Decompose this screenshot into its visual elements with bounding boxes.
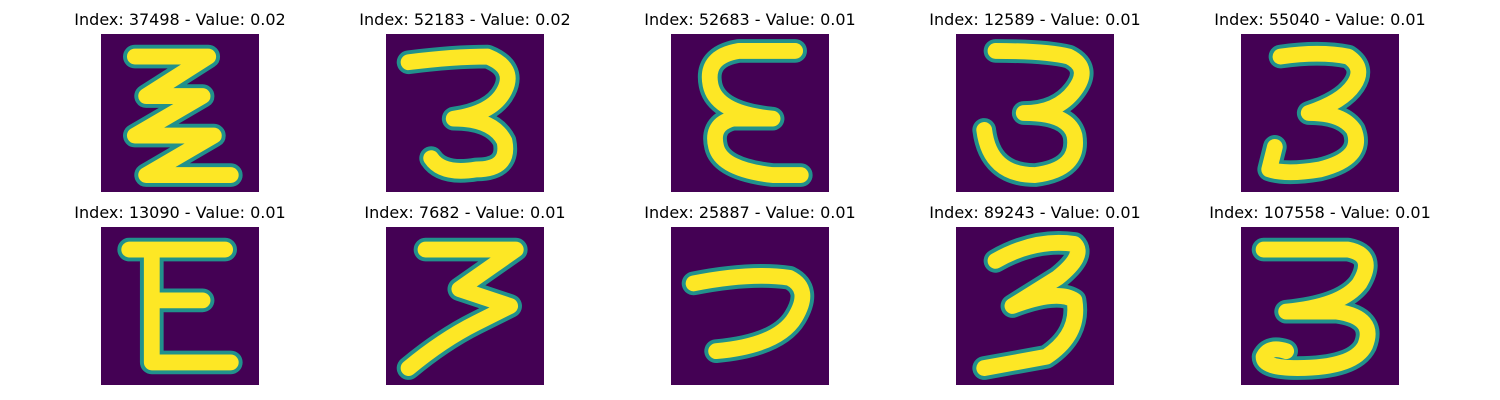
digit-glyph (396, 44, 520, 183)
panel-4: Index: 12589 - Value: 0.01 (885, 0, 1185, 200)
glyph-stroke-core (701, 43, 809, 183)
panel-2: Index: 52183 - Value: 0.02 (315, 0, 615, 200)
digit-glyph (1257, 41, 1371, 185)
glyph-stroke-core (976, 43, 1090, 183)
panel-title: Index: 12589 - Value: 0.01 (929, 10, 1141, 29)
panel-5: Index: 55040 - Value: 0.01 (1170, 0, 1470, 200)
digit-image (671, 34, 829, 192)
panel-7: Index: 7682 - Value: 0.01 (315, 193, 615, 393)
panel-title: Index: 52183 - Value: 0.02 (359, 10, 571, 29)
digit-image (956, 34, 1114, 192)
digit-image (386, 34, 544, 192)
panel-10: Index: 107558 - Value: 0.01 (1170, 193, 1470, 393)
glyph-stroke-core (126, 48, 239, 183)
panel-title: Index: 55040 - Value: 0.01 (1214, 10, 1426, 29)
digit-image (956, 227, 1114, 385)
glyph-stroke-core (121, 241, 239, 371)
panel-title: Index: 52683 - Value: 0.01 (644, 10, 856, 29)
panel-1: Index: 37498 - Value: 0.02 (30, 0, 330, 200)
panel-title: Index: 25887 - Value: 0.01 (644, 203, 856, 222)
panel-title: Index: 13090 - Value: 0.01 (74, 203, 286, 222)
digit-glyph (681, 264, 815, 363)
panel-9: Index: 89243 - Value: 0.01 (885, 193, 1185, 393)
panel-title: Index: 7682 - Value: 0.01 (364, 203, 566, 222)
glyph-stroke-core (1255, 241, 1376, 376)
glyph-stroke-core (976, 234, 1086, 376)
digit-glyph (972, 39, 1094, 187)
digit-image (671, 227, 829, 385)
digit-glyph (117, 237, 243, 375)
panel-title: Index: 89243 - Value: 0.01 (929, 203, 1141, 222)
panel-title: Index: 107558 - Value: 0.01 (1209, 203, 1431, 222)
panel-3: Index: 52683 - Value: 0.01 (600, 0, 900, 200)
glyph-stroke-core (400, 241, 524, 376)
panel-8: Index: 25887 - Value: 0.01 (600, 193, 900, 393)
digit-image (101, 34, 259, 192)
digit-glyph (972, 230, 1090, 380)
digit-image (101, 227, 259, 385)
digit-glyph (697, 39, 813, 187)
digit-glyph (123, 44, 243, 187)
digit-image (1241, 34, 1399, 192)
panel-6: Index: 13090 - Value: 0.01 (30, 193, 330, 393)
digit-image (386, 227, 544, 385)
panel-title: Index: 37498 - Value: 0.02 (74, 10, 286, 29)
digit-glyph (1251, 237, 1380, 380)
digit-image (1241, 227, 1399, 385)
glyph-stroke-core (685, 268, 811, 360)
glyph-stroke-core (400, 48, 516, 179)
glyph-stroke-core (1261, 45, 1367, 181)
digit-glyph (396, 237, 528, 380)
